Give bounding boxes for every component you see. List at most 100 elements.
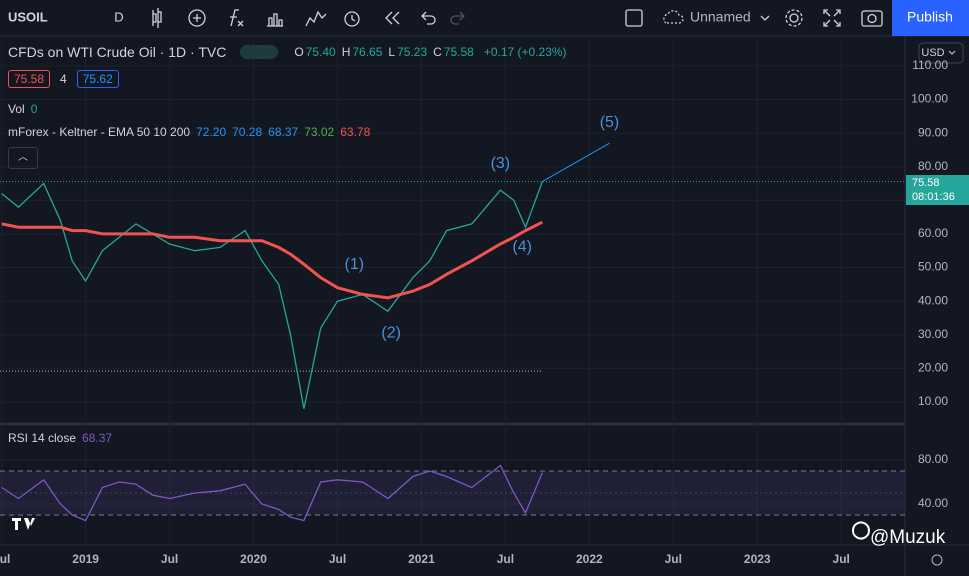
series-line (1, 181, 543, 409)
series-line (1, 464, 543, 522)
ohlc-label: C (433, 45, 442, 59)
indicator-value: 70.28 (232, 125, 263, 139)
y-tick-label: 10.00 (918, 394, 948, 408)
wave-label: (3) (491, 155, 511, 172)
legend-title-row: CFDs on WTI Crude Oil · 1D · TVC O 75.40 H… (8, 44, 567, 60)
undo-icon[interactable] (421, 11, 436, 25)
x-tick-label: Jul (833, 552, 850, 566)
dropdown-icon[interactable] (760, 15, 770, 21)
x-tick-label: 2021 (408, 552, 435, 566)
indicator-value: 63.78 (340, 125, 371, 139)
cloud-icon (663, 10, 684, 24)
spread: 4 (60, 72, 67, 86)
series-line (1, 220, 543, 300)
last-price: 75.58 (912, 177, 940, 189)
y-tick-label: 20.00 (918, 361, 948, 375)
tv-logo-mark (12, 518, 35, 530)
y-tick-label: 100.00 (911, 92, 948, 106)
candles-icon[interactable] (152, 8, 162, 28)
replay-icon[interactable] (385, 11, 400, 25)
volume-label: Vol (8, 102, 25, 116)
y-tick-label: 40.00 (918, 293, 948, 307)
ohlc-label: H (341, 45, 351, 59)
pane: (1) (2) (3) (4) (5) (0, 40, 905, 545)
settings-gear[interactable] (931, 554, 943, 566)
publish-button[interactable] (892, 0, 969, 36)
ohlc-label: O (294, 45, 304, 59)
fx-icon[interactable] (230, 9, 244, 27)
x-tick-label: Jul (329, 552, 346, 566)
indicator-icon[interactable] (188, 9, 206, 27)
rsi-legend: RSI 14 close 68.37 (8, 431, 112, 445)
y-tick-label: 40.00 (918, 496, 948, 510)
legend-toggle[interactable] (240, 45, 279, 59)
ohlc-value: 75.58 (443, 45, 474, 59)
x-tick-label: Jul (0, 552, 10, 566)
ohlc: O 75.40 H 76.65 L 75.23 C 75.58 (294, 45, 478, 59)
settings-icon[interactable] (789, 13, 799, 23)
indicator-value: 68.37 (268, 125, 299, 139)
alert-icon[interactable] (344, 11, 360, 27)
y-tick-label: 60.00 (918, 226, 948, 240)
y-tick-label: 50.00 (918, 260, 948, 274)
watermark: @Muzuk (870, 527, 946, 548)
ask[interactable]: 75.62 (76, 70, 119, 88)
toolbar-icons (152, 8, 883, 28)
last-price-tag: 75.58 08:01:36 (906, 175, 969, 205)
y-tick-label: 90.00 (918, 125, 948, 139)
currency[interactable]: USD (921, 47, 944, 59)
volume-value: 0 (30, 102, 38, 116)
tv-logo (8, 512, 40, 536)
legend-title: CFDs on WTI Crude Oil · 1D · TVC (8, 44, 227, 60)
wave-label: (4) (512, 239, 532, 256)
rsi-value: 68.37 (82, 431, 113, 445)
layout-name[interactable]: Unnamed (690, 9, 751, 25)
pane (0, 459, 905, 522)
symbol[interactable]: USOIL (8, 9, 48, 24)
indicator-value: 72.20 (196, 125, 227, 139)
ohlc-label: L (388, 45, 396, 59)
publish-label[interactable]: Publish (907, 9, 953, 25)
currency-box[interactable] (918, 42, 964, 64)
interval[interactable]: D (114, 9, 123, 24)
financials-icon[interactable] (267, 13, 283, 27)
x-tick-label: Jul (497, 552, 514, 566)
x-tick-label: 2023 (744, 552, 771, 566)
y-tick-label: 80.00 (918, 452, 948, 466)
snapshot-icon[interactable] (861, 10, 883, 27)
layout-icon[interactable] (625, 9, 643, 27)
indicator-label: mForex - Keltner - EMA 50 10 200 (8, 125, 191, 139)
x-tick-label: 2020 (240, 552, 267, 566)
y-tick-label: 110.00 (912, 58, 948, 72)
countdown: 08:01:36 (912, 191, 955, 203)
ohlc-value: 75.23 (397, 45, 428, 59)
x-tick-label: 2022 (576, 552, 603, 566)
watermark-icon (852, 521, 870, 540)
ohlc-value: 76.65 (352, 45, 383, 59)
x-tick-label: 2019 (72, 552, 99, 566)
change: +0.17 (+0.23%) (483, 45, 567, 59)
redo-icon[interactable] (450, 11, 465, 25)
bid-ask-row: 75.58 4 75.62 (8, 70, 119, 88)
x-tick-label: Jul (161, 552, 178, 566)
indicator-value: 73.02 (304, 125, 335, 139)
trend-line (542, 142, 610, 183)
wave-label: (1) (344, 256, 364, 273)
compare-icon[interactable] (305, 10, 327, 27)
rsi-label: RSI 14 close (8, 431, 77, 445)
y-tick-label: 80.00 (918, 159, 948, 173)
bid[interactable]: 75.58 (8, 70, 51, 88)
currency-caret (948, 50, 956, 55)
x-tick-label: Jul (665, 552, 682, 566)
fullscreen-icon[interactable] (823, 9, 841, 27)
wave-label: (2) (381, 324, 401, 341)
collapse-button[interactable]: ︿ (8, 147, 38, 169)
indicator-row: mForex - Keltner - EMA 50 10 200 72.20 70… (8, 125, 370, 139)
ohlc-value: 75.40 (305, 45, 336, 59)
wave-label: (5) (600, 114, 620, 131)
toolbar (0, 0, 969, 36)
volume-row: Vol 0 (8, 102, 37, 116)
y-tick-label: 30.00 (918, 327, 948, 341)
